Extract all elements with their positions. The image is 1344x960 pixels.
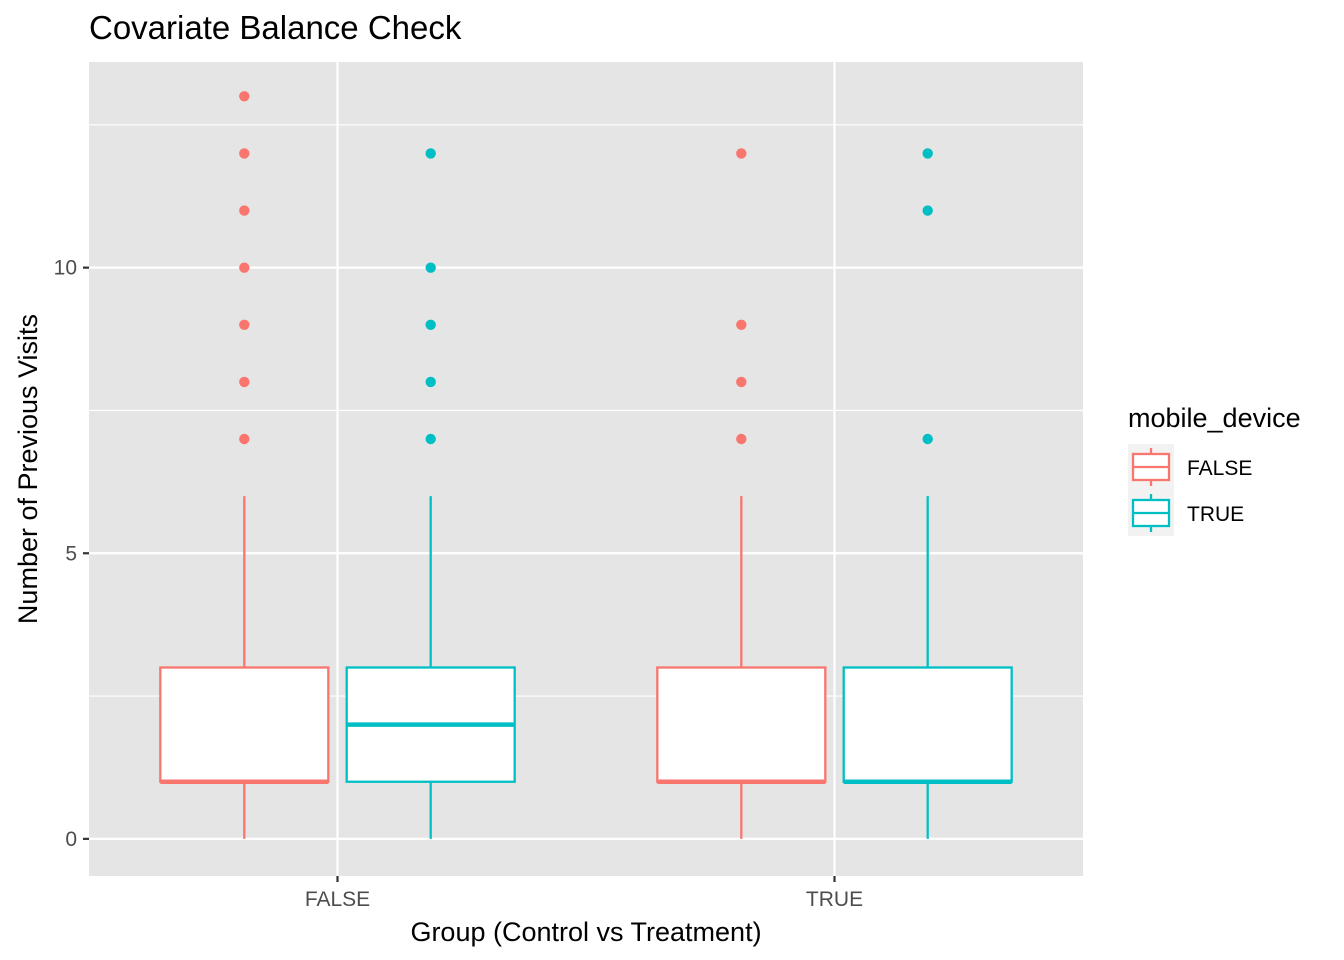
box-group <box>842 148 1013 839</box>
grid-lines <box>89 62 1083 876</box>
chart-title: Covariate Balance Check <box>89 9 462 46</box>
box-group <box>159 91 330 839</box>
outlier-point <box>425 262 436 273</box>
axes: 0 5 10 FALSE TRUE <box>54 257 863 911</box>
outlier-point <box>239 262 250 273</box>
box-iqr <box>842 666 1013 783</box>
legend-label: TRUE <box>1187 503 1244 526</box>
box-layer <box>159 91 1013 839</box>
outlier-point <box>736 148 747 159</box>
outlier-point <box>425 433 436 445</box>
outlier-point <box>736 319 747 330</box>
legend-item: FALSE <box>1128 444 1252 490</box>
outlier-point <box>239 319 250 330</box>
box-iqr <box>656 666 827 783</box>
box-iqr <box>159 666 330 783</box>
x-tick-label: TRUE <box>806 888 863 911</box>
legend-title: mobile_device <box>1128 403 1301 433</box>
outlier-point <box>922 205 933 216</box>
y-tick-label: 0 <box>65 828 77 851</box>
x-tick-label: FALSE <box>305 888 370 911</box>
outlier-point <box>239 376 250 388</box>
outlier-point <box>736 433 747 445</box>
outlier-point <box>425 376 436 388</box>
outlier-point <box>239 205 250 216</box>
y-axis-title: Number of Previous Visits <box>13 314 43 624</box>
outlier-point <box>736 376 747 388</box>
y-tick-label: 5 <box>65 542 77 565</box>
y-tick-label: 10 <box>54 257 77 280</box>
outlier-point <box>425 319 436 330</box>
box-group <box>345 148 516 839</box>
x-axis-title: Group (Control vs Treatment) <box>410 917 761 947</box>
box-group <box>656 148 827 839</box>
legend-keys: FALSE TRUE <box>1128 444 1252 536</box>
legend-item: TRUE <box>1128 490 1244 536</box>
outlier-point <box>922 433 933 445</box>
outlier-point <box>239 91 250 102</box>
outlier-point <box>425 148 436 159</box>
legend: mobile_device FALSE TRUE <box>1128 403 1301 536</box>
outlier-point <box>239 148 250 159</box>
legend-label: FALSE <box>1187 457 1252 480</box>
outlier-point <box>239 433 250 445</box>
outlier-point <box>922 148 933 159</box>
